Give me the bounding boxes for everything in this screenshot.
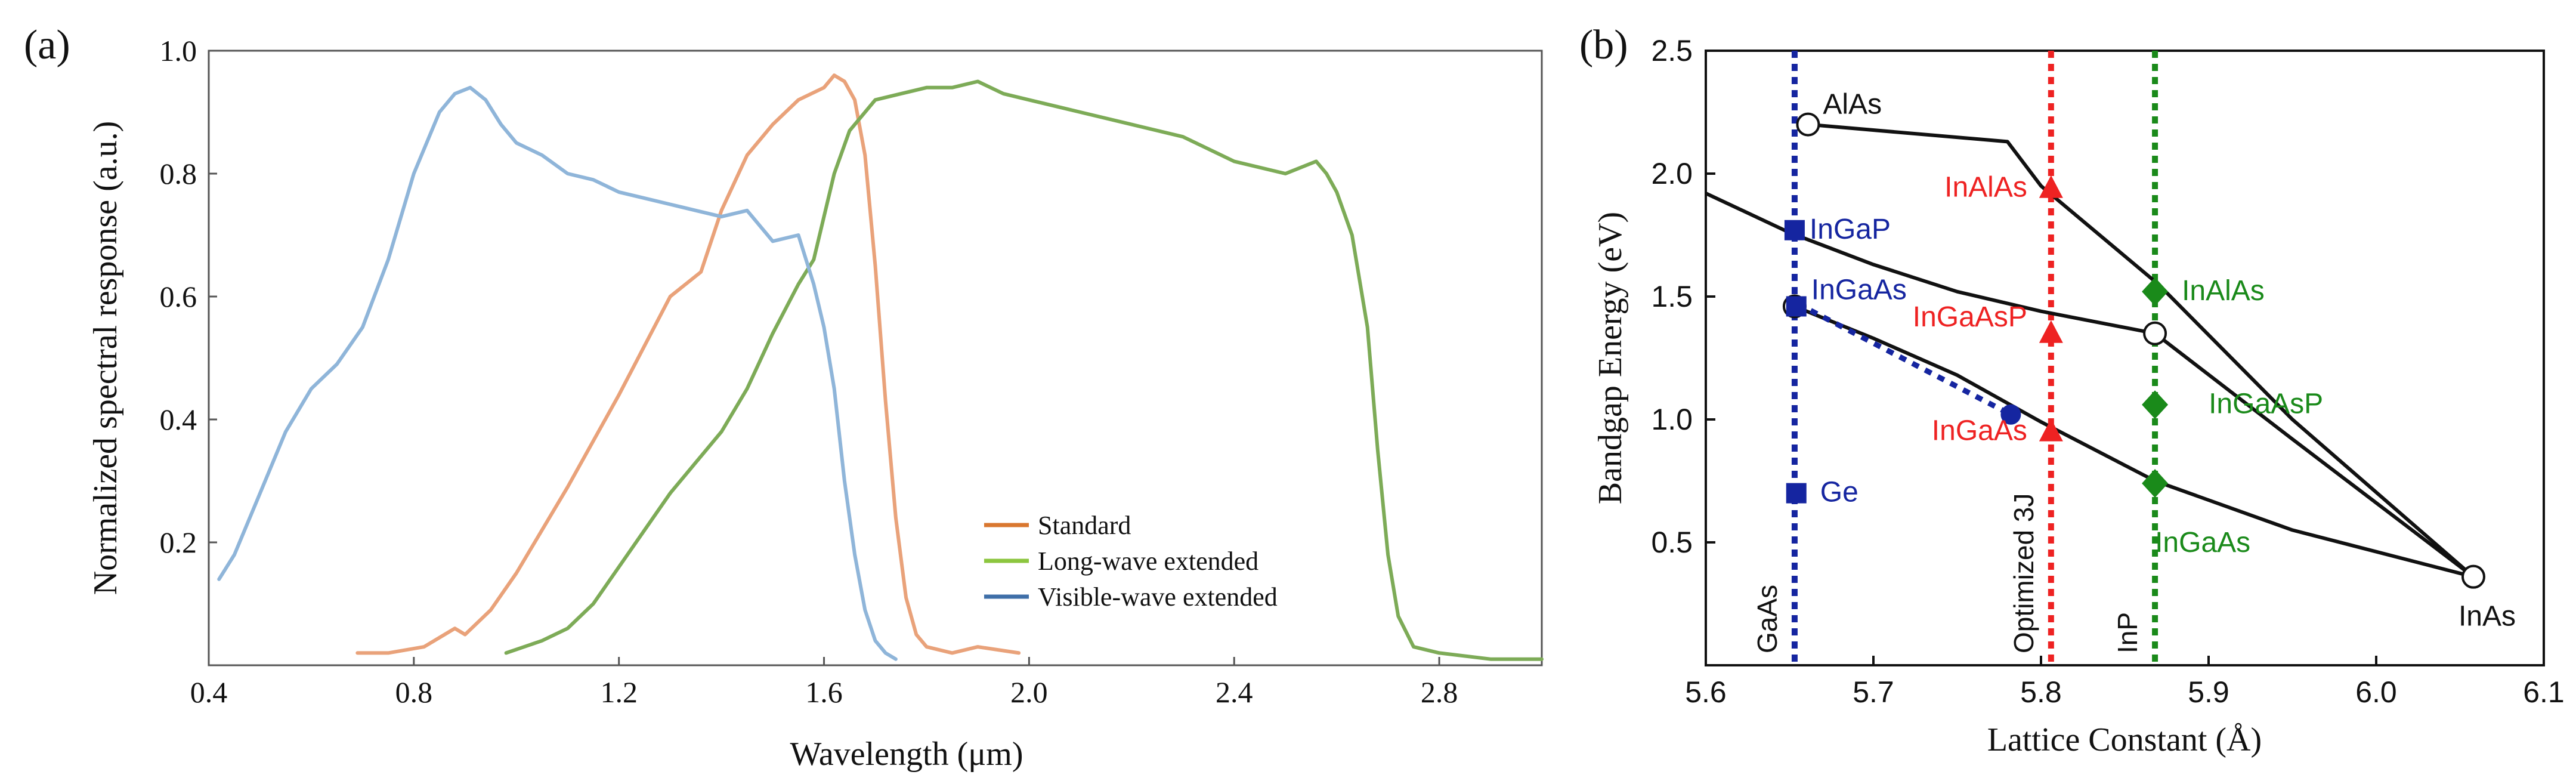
- panel-b-point-label: InAlAs: [2182, 275, 2265, 307]
- panel-a-x-tick-label: 2.0: [1010, 675, 1048, 709]
- panel-b-x-axis-label: Lattice Constant (Å): [1987, 721, 2262, 758]
- panel-b-y-tick-label: 2.0: [1651, 157, 1693, 190]
- panel-a-x-tick-label: 2.4: [1216, 675, 1253, 709]
- panel-b-point-label: InGaAs: [1932, 415, 2027, 447]
- panel-b-point-label: InAlAs: [1944, 172, 2027, 203]
- panel-b-x-tick-label: 5.6: [1685, 675, 1727, 709]
- panel-b-black-curves: [1705, 122, 2475, 579]
- panel-b-points: AlAsInAsInGaPInGaAsGeInAlAsInGaAsPInGaAs…: [1782, 89, 2516, 632]
- panel-a-x-tick-label: 0.4: [190, 675, 228, 709]
- panel-b-bandgap: (b) GaAs Optimized 3J InP AlAs InAs InGaP InG…: [1579, 22, 2565, 758]
- panel-b-point-diamond: [2142, 469, 2169, 498]
- panel-b-point-label: InGaAs: [1811, 274, 1907, 305]
- panel-b-point-label: InGaAsP: [2209, 388, 2323, 419]
- panel-b-vertical-line-label: Optimized 3J: [2008, 493, 2039, 653]
- panel-b-point-circle: [2000, 404, 2021, 425]
- panel-a-y-ticks: 0.2 0.4 0.6 0.8 1.0: [160, 34, 217, 559]
- panel-a-x-tick-label: 1.6: [805, 675, 843, 709]
- panel-a-y-tick-label: 0.2: [160, 526, 197, 559]
- panel-b-point-triangle: [2039, 175, 2063, 198]
- panel-b-vertical-lines: GaAs Optimized 3J InP: [1752, 51, 2158, 665]
- panel-b-y-tick-label: 0.5: [1651, 526, 1693, 559]
- panel-a-x-axis-label: Wavelength (μm): [790, 736, 1023, 773]
- panel-a-y-tick-label: 0.6: [160, 280, 197, 313]
- panel-b-point-square: [1786, 296, 1807, 317]
- panel-b-x-tick-label: 6.0: [2355, 675, 2397, 709]
- panel-b-point-square: [1786, 483, 1807, 504]
- panel-a-frame: [208, 50, 1543, 666]
- panel-b-black-curve: [2154, 332, 2475, 579]
- panel-a-x-tick-label: 1.2: [600, 675, 638, 709]
- panel-b-black-curve: [1793, 304, 2474, 579]
- panel-a-y-tick-label: 1.0: [160, 34, 197, 67]
- panel-b-point-triangle: [2039, 320, 2063, 343]
- panel-a-x-ticks: 0.4 0.8 1.2 1.6 2.0 2.4 2.8: [190, 657, 1458, 709]
- panel-b-y-axis-label: Bandgap Energy (eV): [1592, 212, 1629, 504]
- panel-a-series: [217, 73, 1544, 661]
- panel-b-x-tick-label: 6.1: [2523, 675, 2565, 709]
- panel-a-x-tick-label: 2.8: [1421, 675, 1458, 709]
- panel-b-point-label: AlAs: [1823, 89, 1882, 121]
- panel-b-x-tick-label: 5.9: [2188, 675, 2229, 709]
- panel-a-series-line: [355, 73, 1021, 655]
- panel-b-point-label: Ge: [1820, 477, 1858, 508]
- panel-b-point-triangle: [2039, 418, 2063, 442]
- panel-b-point-diamond: [2142, 277, 2169, 306]
- panel-a-x-tick-label: 0.8: [395, 675, 433, 709]
- panel-b-point-open-circle: [1796, 112, 1820, 137]
- panel-a-y-axis-label: Normalized spectral response (a.u.): [87, 121, 124, 595]
- panel-b-point-square: [1784, 220, 1805, 240]
- panel-b-vertical-line-label: InP: [2112, 612, 2143, 653]
- panel-a-y-tick-label: 0.4: [160, 403, 197, 436]
- panel-b-dotted-connector: [1796, 301, 2012, 417]
- panel-b-y-tick-label: 2.5: [1651, 34, 1693, 67]
- panel-b-y-tick-label: 1.0: [1651, 403, 1693, 436]
- panel-b-y-tick-label: 1.5: [1651, 280, 1693, 313]
- panel-b-y-ticks: 0.5 1.0 1.5 2.0 2.5: [1651, 34, 1715, 559]
- panel-b-black-curve: [1808, 122, 2475, 578]
- panel-a-series-line: [504, 79, 1544, 661]
- panel-a-spectral-response: (a) 0.4 0.8 1.2 1.6 2.0 2.4 2.8 0.2 0.4 0.6 0.8 1.…: [24, 22, 1544, 773]
- panel-b-x-tick-label: 5.7: [1853, 675, 1894, 709]
- panel-a-legend-label: Visible-wave extended: [1038, 582, 1278, 612]
- panel-b-x-tick-label: 5.8: [2020, 675, 2062, 709]
- panel-b-frame: [1705, 50, 2545, 666]
- panel-a-label: (a): [24, 22, 70, 68]
- panel-b-point-open-circle: [2461, 564, 2485, 589]
- panel-b-label: (b): [1579, 22, 1628, 68]
- panel-b-point-label: InGaAs: [2155, 527, 2250, 558]
- panel-b-dotted-curve: [1796, 301, 2012, 417]
- panel-b-point-label: InGaAsP: [1913, 301, 2027, 333]
- panel-a-series-line: [217, 85, 898, 661]
- panel-a-y-tick-label: 0.8: [160, 157, 197, 190]
- panel-b-point-diamond: [2142, 390, 2169, 419]
- panel-b-point-label: InAs: [2459, 601, 2516, 632]
- panel-b-point-open-circle: [2143, 321, 2167, 345]
- panel-b-point-label: InGaP: [1810, 214, 1891, 245]
- panel-b-x-ticks: 5.6 5.7 5.8 5.9 6.0 6.1: [1685, 656, 2565, 709]
- panel-a-legend-label: Standard: [1038, 511, 1131, 540]
- panel-a-legend-label: Long-wave extended: [1038, 547, 1258, 576]
- panel-a-legend: Standard Long-wave extended Visible-wave e…: [984, 511, 1278, 612]
- panel-b-black-curve: [1705, 192, 2156, 335]
- panel-b-vertical-line-label: GaAs: [1752, 585, 1783, 653]
